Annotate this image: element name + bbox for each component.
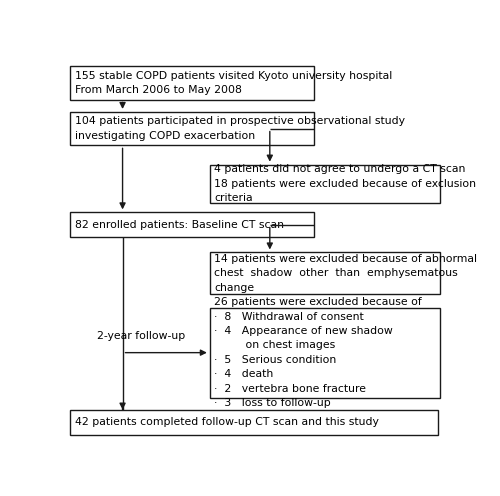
Bar — [70, 212, 314, 237]
Bar — [70, 112, 314, 145]
Bar — [210, 165, 440, 203]
Bar — [70, 66, 314, 100]
Text: 82 enrolled patients: Baseline CT scan: 82 enrolled patients: Baseline CT scan — [75, 220, 284, 230]
Bar — [210, 252, 440, 295]
Text: 26 patients were excluded because of
·  8   Withdrawal of consent
·  4   Appeara: 26 patients were excluded because of · 8… — [214, 297, 422, 408]
Text: 104 patients participated in prospective observational study
investigating COPD : 104 patients participated in prospective… — [75, 117, 405, 141]
Bar — [210, 308, 440, 397]
Bar — [70, 410, 438, 434]
Text: 42 patients completed follow-up CT scan and this study: 42 patients completed follow-up CT scan … — [75, 417, 379, 427]
Text: 14 patients were excluded because of abnormal
chest  shadow  other  than  emphys: 14 patients were excluded because of abn… — [214, 254, 478, 293]
Text: 4 patients did not agree to undergo a CT scan
18 patients were excluded because : 4 patients did not agree to undergo a CT… — [214, 164, 476, 203]
Text: 2-year follow-up: 2-year follow-up — [98, 331, 186, 341]
Text: 155 stable COPD patients visited Kyoto university hospital
From March 2006 to Ma: 155 stable COPD patients visited Kyoto u… — [75, 70, 392, 95]
